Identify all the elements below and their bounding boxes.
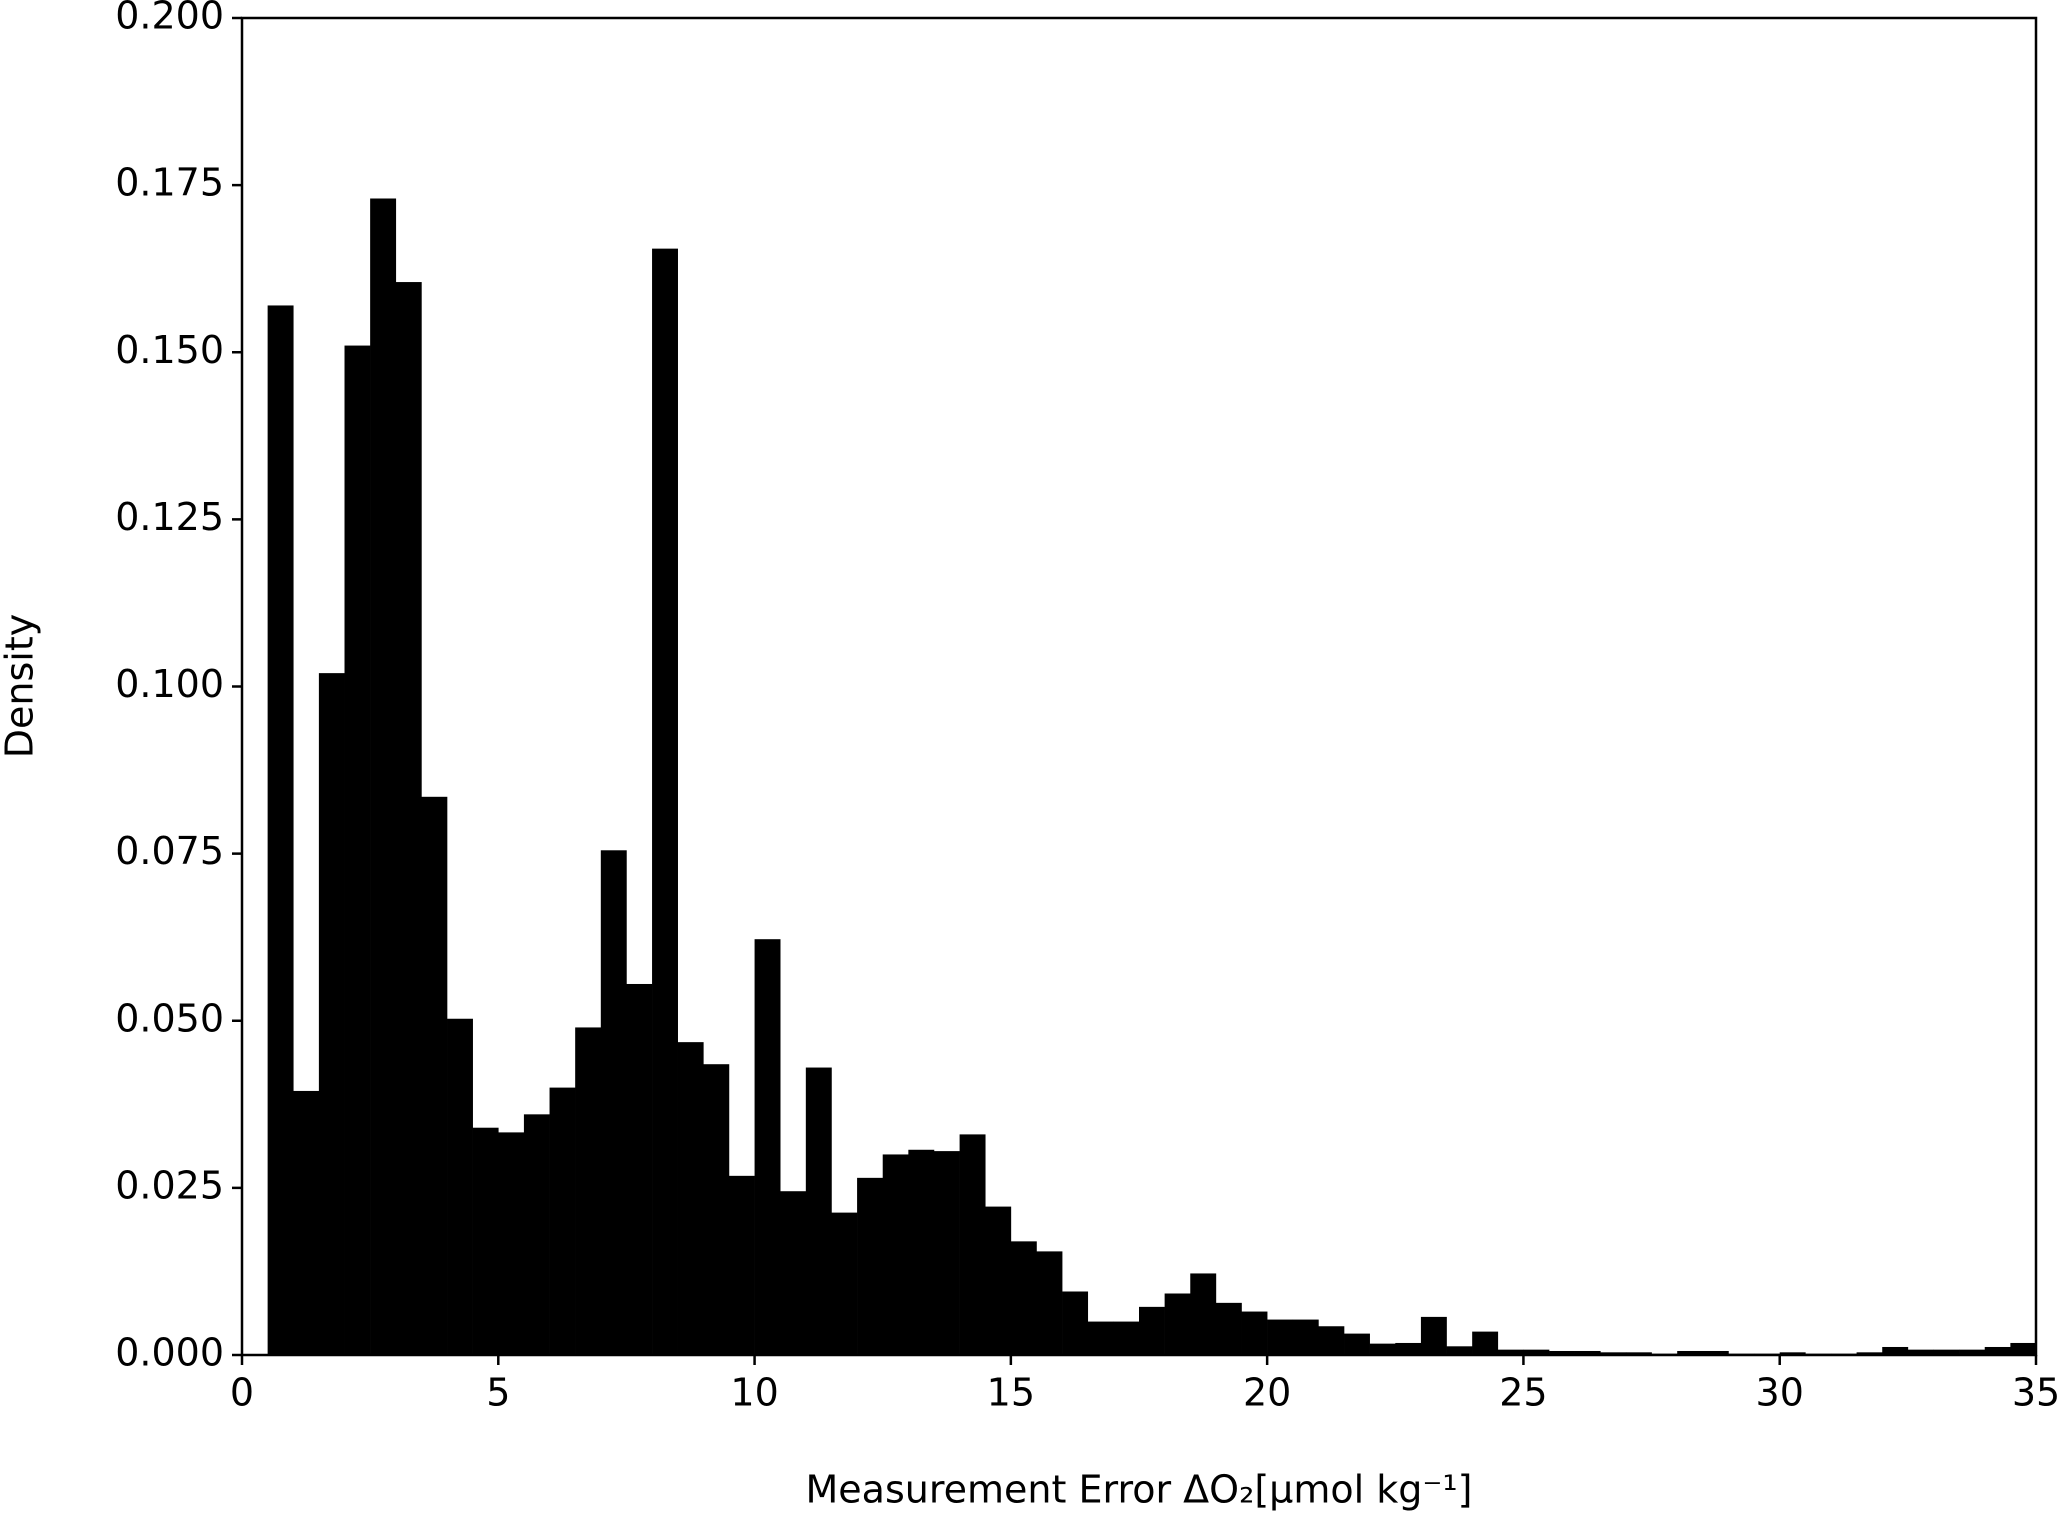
x-tick-label: 20 xyxy=(1243,1371,1291,1415)
y-tick-label: 0.025 xyxy=(115,1163,224,1207)
x-tick-label: 25 xyxy=(1499,1371,1547,1415)
bar xyxy=(523,1114,550,1355)
bar xyxy=(344,345,371,1355)
bar xyxy=(1190,1273,1217,1355)
y-tick-label: 0.200 xyxy=(115,0,224,38)
x-tick-label: 15 xyxy=(987,1371,1035,1415)
bar xyxy=(1344,1333,1370,1355)
bar xyxy=(780,1191,807,1355)
bar xyxy=(1702,1350,1729,1355)
bar xyxy=(1600,1352,1627,1355)
bar xyxy=(1779,1352,1806,1355)
bar xyxy=(600,850,627,1355)
bar xyxy=(1036,1251,1063,1355)
y-tick-label: 0.000 xyxy=(115,1331,224,1375)
bar xyxy=(1549,1350,1575,1355)
bar xyxy=(1010,1241,1037,1355)
bar xyxy=(267,305,294,1356)
y-tick-label: 0.100 xyxy=(115,662,224,706)
bar xyxy=(1420,1316,1447,1355)
bar xyxy=(293,1090,320,1355)
bar xyxy=(1062,1291,1089,1355)
bar xyxy=(908,1149,935,1355)
bar xyxy=(882,1154,909,1355)
bar xyxy=(1523,1349,1550,1355)
x-tick-label: 0 xyxy=(230,1371,254,1415)
bar xyxy=(1164,1293,1191,1355)
bar xyxy=(831,1212,858,1355)
bar xyxy=(1318,1326,1345,1355)
x-tick-label: 30 xyxy=(1756,1371,1804,1415)
bar xyxy=(1446,1346,1473,1355)
y-tick-label: 0.050 xyxy=(115,996,224,1040)
bar xyxy=(1395,1342,1422,1355)
bar xyxy=(857,1177,884,1355)
x-tick-label: 35 xyxy=(2012,1371,2060,1415)
bar xyxy=(1856,1352,1883,1355)
bar xyxy=(1959,1349,1986,1355)
bar xyxy=(1292,1319,1319,1355)
bar xyxy=(2010,1342,2037,1355)
y-tick-label: 0.150 xyxy=(115,328,224,372)
bar xyxy=(1215,1302,1242,1355)
bar xyxy=(652,248,678,1355)
bar xyxy=(703,1064,730,1355)
bar xyxy=(421,796,448,1355)
bar xyxy=(626,983,653,1355)
bar xyxy=(1907,1349,1934,1355)
bar xyxy=(1472,1331,1499,1355)
bar xyxy=(1677,1350,1704,1355)
bar xyxy=(1497,1349,1524,1355)
bar xyxy=(1882,1346,1909,1355)
y-tick-label: 0.125 xyxy=(115,495,224,539)
bar xyxy=(728,1175,755,1355)
bar xyxy=(1139,1306,1165,1355)
x-tick-label: 5 xyxy=(486,1371,510,1415)
bar xyxy=(1087,1321,1114,1355)
bar xyxy=(1267,1319,1294,1355)
bar xyxy=(1113,1321,1140,1355)
bar xyxy=(549,1087,576,1355)
bar xyxy=(318,673,345,1355)
bar xyxy=(1933,1349,1960,1355)
x-axis-label: Measurement Error ΔO₂[μmol kg⁻¹] xyxy=(806,1468,1473,1512)
bar xyxy=(370,198,397,1355)
bar xyxy=(677,1042,704,1355)
bar xyxy=(472,1127,499,1355)
y-tick-label: 0.175 xyxy=(115,161,224,205)
y-axis-label: Density xyxy=(0,614,42,758)
bar xyxy=(985,1206,1012,1355)
bar xyxy=(1625,1352,1652,1355)
bar xyxy=(1241,1311,1268,1355)
bar xyxy=(447,1018,473,1355)
bar xyxy=(754,939,781,1355)
bar xyxy=(805,1067,832,1355)
y-tick-label: 0.075 xyxy=(115,829,224,873)
bar xyxy=(575,1027,602,1355)
bar xyxy=(1574,1350,1601,1355)
x-tick-label: 10 xyxy=(730,1371,778,1415)
bar xyxy=(1984,1346,2011,1355)
bar xyxy=(1369,1343,1396,1355)
bar xyxy=(395,282,422,1355)
bar xyxy=(959,1134,986,1355)
bar xyxy=(498,1132,525,1355)
bar xyxy=(933,1151,960,1355)
